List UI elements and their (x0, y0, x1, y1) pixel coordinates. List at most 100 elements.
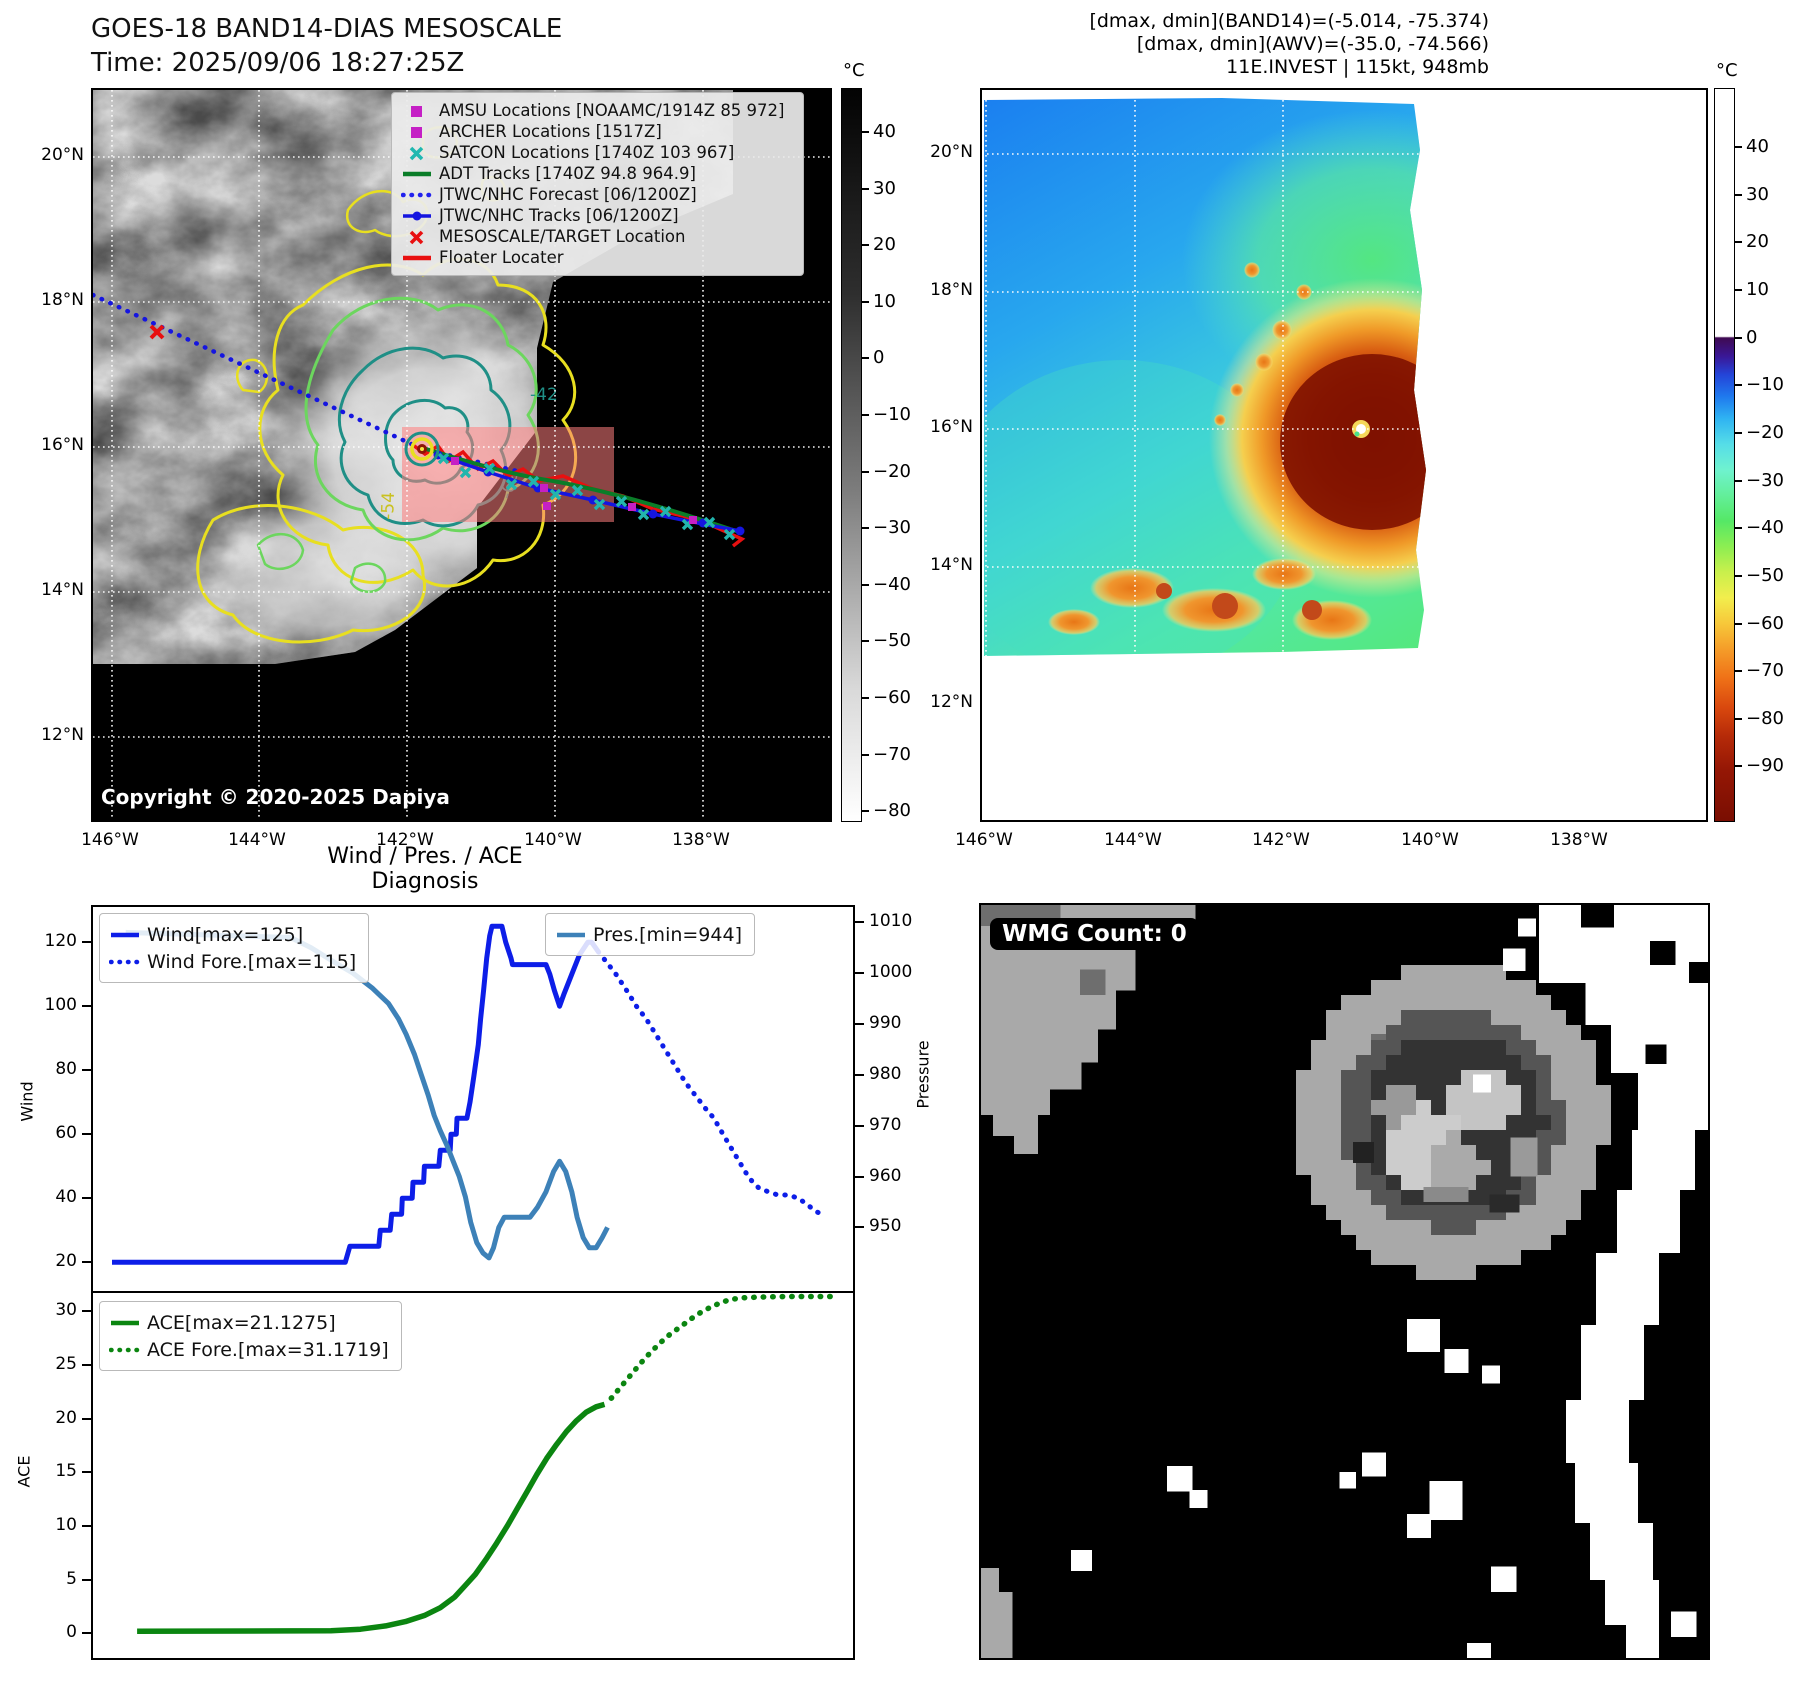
chart-ytick-label: 10 (55, 1514, 77, 1535)
mapR-lat-tick: 12°N (930, 692, 973, 712)
cbarL-tick-label: −60 (873, 687, 911, 708)
legend-item-label: Floater Locater (439, 248, 564, 267)
cbarR-tick-mark (1735, 288, 1742, 291)
cbarR-tick-mark (1735, 384, 1742, 387)
cbarR-tick-mark (1735, 479, 1742, 482)
chart-ytick-label: 30 (55, 1300, 77, 1321)
cbarR-tick-mark (1735, 574, 1742, 577)
cbarR-tick-label: 0 (1746, 326, 1758, 348)
cbarR-tick-label: 10 (1746, 278, 1769, 300)
mapR-lat-tick: 16°N (930, 417, 973, 437)
chart-ytick-mark (82, 1363, 91, 1366)
chart-y2tick-label: 990 (869, 1012, 902, 1033)
legend-item-label: ACE Fore.[max=31.1719] (147, 1338, 389, 1361)
cbarR-tick-mark (1735, 765, 1742, 768)
cbarL-tick-label: 40 (873, 121, 896, 142)
awv-map-art (982, 90, 1706, 820)
wind-pressure-chart: Wind[max=125] Wind Fore.[max=115] Pres.[m… (91, 905, 855, 1293)
cbarL-tick-label: 10 (873, 290, 896, 312)
legend-marker-dotted (109, 1347, 141, 1352)
cbarR-tick-mark (1735, 336, 1742, 339)
legend-item: JTWC/NHC Tracks [06/1200Z] (401, 205, 791, 226)
legend-item-label: Wind Fore.[max=115] (147, 950, 357, 973)
cbarL-tick-label: 0 (873, 347, 885, 369)
legend-item-label: ADT Tracks [1740Z 94.8 964.9] (439, 164, 696, 183)
chart-ytick-mark (82, 1524, 91, 1527)
legend-item-label: JTWC/NHC Tracks [06/1200Z] (439, 206, 679, 225)
legend-item: Floater Locater (401, 247, 791, 268)
mapL-lon-tick: 144°W (228, 830, 286, 850)
cbarR-tick-label: −20 (1746, 421, 1784, 443)
legend-item: Pres.[min=944] (555, 921, 742, 948)
legend-marker-line (403, 171, 431, 176)
band14-title: GOES-18 BAND14-DIAS MESOSCALE (91, 14, 563, 44)
cbarL-tick-mark (862, 300, 869, 303)
mapR-lon-tick: 144°W (1104, 830, 1162, 850)
legend-marker-line (557, 932, 585, 937)
mapL-lon-tick: 146°W (81, 830, 139, 850)
legend-marker-line (403, 255, 431, 260)
chart-y2tick-label: 980 (869, 1063, 902, 1084)
chart-ytick-mark (82, 941, 91, 944)
legend-marker-x (409, 230, 424, 244)
legend-marker-line (111, 932, 139, 937)
series-wind (112, 923, 601, 1265)
chart-y2tick-mark (855, 1073, 864, 1076)
legend-item-label: AMSU Locations [NOAAMC/1914Z 85 972] (439, 101, 785, 120)
legend-item: SATCON Locations [1740Z 103 967] (401, 142, 791, 163)
cbarR-tick-label: −50 (1746, 564, 1784, 586)
mapL-lon-tick: 142°W (376, 830, 434, 850)
legend-item: MESOSCALE/TARGET Location (401, 226, 791, 247)
contour-label-54: -54 (378, 492, 399, 520)
amsu-markers (451, 457, 697, 524)
legend-item-label: MESOSCALE/TARGET Location (439, 227, 686, 246)
legend-item: JTWC/NHC Forecast [06/1200Z] (401, 184, 791, 205)
legend-item: Wind[max=125] (109, 921, 356, 948)
mapL-lon-tick: 138°W (672, 830, 730, 850)
awv-map (980, 88, 1708, 822)
chart-ytick-mark (82, 1310, 91, 1313)
cbarR-tick-label: 40 (1746, 136, 1769, 157)
chart-ytick-label: 25 (55, 1353, 77, 1374)
mapR-lat-tick: 14°N (930, 555, 973, 575)
chart-y2tick-mark (855, 921, 864, 924)
cbarL-tick-mark (862, 244, 869, 247)
chart-y2tick-mark (855, 1226, 864, 1229)
target-x-marker (149, 324, 165, 340)
cbarL-tick-mark (862, 583, 869, 586)
cbarL-tick-label: 20 (873, 234, 896, 256)
cbarL-tick-mark (862, 187, 869, 190)
series-pres- (125, 929, 610, 1261)
legend-marker-square (411, 105, 422, 117)
legend-marker-line-dot (403, 211, 431, 220)
band14-map: -42 -54 -62 (91, 88, 832, 822)
cbarR-tick-mark (1735, 527, 1742, 530)
chart-y2tick-mark (855, 1022, 864, 1025)
cbarR-tick-label: −40 (1746, 517, 1784, 539)
chart-y2tick-label: 960 (869, 1165, 902, 1186)
chart-ytick-label: 40 (55, 1187, 77, 1208)
chart-ytick-mark (82, 1197, 91, 1200)
series-ace (137, 1401, 606, 1635)
chart-ytick-mark (82, 1417, 91, 1420)
satcon-markers (437, 452, 736, 541)
mapR-lon-tick: 146°W (955, 830, 1013, 850)
mapL-lat-tick: 12°N (41, 725, 84, 745)
chart-ytick-mark (82, 1471, 91, 1474)
band14-time: Time: 2025/09/06 18:27:25Z (91, 48, 465, 78)
mapL-lat-tick: 16°N (41, 435, 84, 455)
cbarR-tick-label: 20 (1746, 231, 1769, 253)
ace-legend: ACE[max=21.1275] ACE Fore.[max=31.1719] (99, 1301, 402, 1371)
legend-item: ACE[max=21.1275] (109, 1309, 389, 1336)
mapR-lat-tick: 20°N (930, 142, 973, 162)
band14-colorbar (841, 88, 862, 822)
chart-ytick-mark (82, 1261, 91, 1264)
contour-label-42: -42 (530, 385, 558, 405)
ace-chart: ACE[max=21.1275] ACE Fore.[max=31.1719] (91, 1293, 855, 1660)
cbarL-tick-label: −50 (873, 630, 911, 652)
mapL-lat-tick: 14°N (41, 580, 84, 600)
band14-legend: AMSU Locations [NOAAMC/1914Z 85 972] ARCH… (391, 92, 804, 276)
awv-header-band14: [dmax, dmin](BAND14)=(-5.014, -75.374) (1089, 10, 1489, 32)
mapR-lat-tick: 18°N (930, 280, 973, 300)
diagnosis-title: Wind / Pres. / ACE Diagnosis (327, 844, 523, 894)
